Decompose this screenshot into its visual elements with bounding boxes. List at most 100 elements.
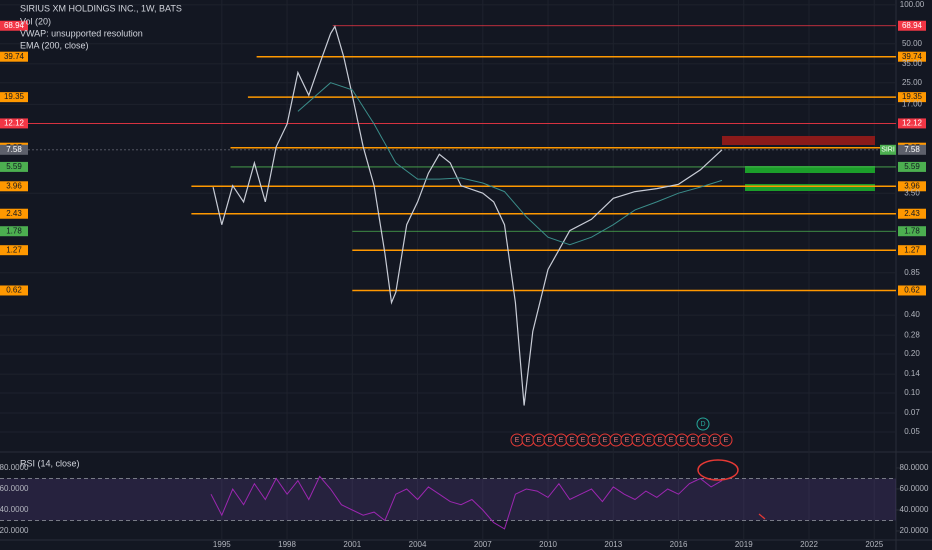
level-label-bg <box>898 285 926 296</box>
earnings-label: E <box>669 437 674 444</box>
y-tick-label: 0.28 <box>904 330 920 339</box>
y-tick-label: 3.50 <box>904 188 920 197</box>
x-tick-label: 2025 <box>865 540 883 549</box>
y-tick-label: 0.40 <box>904 310 920 319</box>
earnings-label: E <box>724 437 729 444</box>
level-label-bg <box>0 208 28 219</box>
y-tick-label: 0.20 <box>904 349 920 358</box>
y-tick-label: 17.00 <box>902 100 923 109</box>
earnings-label: E <box>559 437 564 444</box>
level-label: 19.35 <box>4 92 25 101</box>
rsi-band <box>0 478 896 521</box>
buy-zone <box>745 166 875 173</box>
level-label-bg <box>898 51 926 62</box>
earnings-label: E <box>537 437 542 444</box>
earnings-label: E <box>713 437 718 444</box>
level-label: 5.59 <box>6 162 22 171</box>
level-label-bg <box>0 20 28 31</box>
level-label-bg <box>898 118 926 129</box>
level-label-bg <box>898 20 926 31</box>
level-label: 68.94 <box>902 21 923 30</box>
earnings-label: E <box>614 437 619 444</box>
dividend-label: D <box>700 421 705 428</box>
earnings-label: E <box>647 437 652 444</box>
level-label-bg <box>0 144 28 155</box>
price-line <box>297 82 723 246</box>
level-label: 12.12 <box>902 119 923 128</box>
earnings-label: E <box>526 437 531 444</box>
legend-item: Vol (20) <box>20 16 51 26</box>
x-tick-label: 1998 <box>278 540 296 549</box>
level-label: 5.59 <box>904 162 920 171</box>
earnings-label: E <box>581 437 586 444</box>
level-label: 2.43 <box>6 209 22 218</box>
level-label-bg <box>0 161 28 172</box>
earnings-label: E <box>658 437 663 444</box>
y-tick-label: 0.07 <box>904 408 920 417</box>
rsi-line <box>210 475 723 530</box>
level-label-bg <box>0 181 28 192</box>
level-label-bg <box>0 226 28 237</box>
symbol-tag-bg <box>880 144 896 155</box>
level-label: 3.96 <box>904 181 920 190</box>
level-label-bg <box>898 208 926 219</box>
rsi-pane: 80.0000 80.0000 60.0000 60.0000 40.0000 40.00… <box>0 463 929 535</box>
rsi-tick-label: 80.0000 <box>900 463 929 472</box>
annotation-arrow <box>758 513 766 520</box>
earnings-label: E <box>570 437 575 444</box>
rsi-title: RSI (14, close) <box>20 458 80 468</box>
level-label-bg <box>898 181 926 192</box>
grid <box>0 0 896 540</box>
level-label: 0.62 <box>6 286 22 295</box>
level-label-bg <box>0 118 28 129</box>
level-label: 1.78 <box>6 226 22 235</box>
level-label-bg <box>898 161 926 172</box>
dividend-marker <box>696 417 710 431</box>
rsi-tick-label: 40.0000 <box>900 505 929 514</box>
level-label: 7.58 <box>904 145 920 154</box>
y-tick-label: 0.14 <box>904 369 920 378</box>
rsi-tick-label-left: 60.0000 <box>0 484 29 493</box>
earnings-label: E <box>603 437 608 444</box>
target-zone <box>722 136 875 145</box>
earnings-label: E <box>515 437 520 444</box>
level-label: 12.12 <box>4 119 25 128</box>
x-tick-label: 2022 <box>800 540 818 549</box>
earnings-label: E <box>680 437 685 444</box>
x-tick-label: 2004 <box>409 540 427 549</box>
legend-item: VWAP: unsupported resolution <box>20 28 143 38</box>
level-label-bg <box>898 245 926 256</box>
level-label: 39.74 <box>4 52 25 61</box>
level-label: 7.58 <box>6 145 22 154</box>
rsi-tick-label-left: 20.0000 <box>0 526 29 535</box>
earnings-label: E <box>691 437 696 444</box>
level-label-bg <box>898 92 926 103</box>
x-tick-label: 1995 <box>213 540 231 549</box>
x-tick-label: 2007 <box>474 540 492 549</box>
level-label-bg <box>0 245 28 256</box>
rsi-tick-label-left: 40.0000 <box>0 505 29 514</box>
level-label-bg <box>0 92 28 103</box>
y-tick-label: 100.00 <box>900 0 925 9</box>
y-tick-label: 0.05 <box>904 427 920 436</box>
x-tick-label: 2016 <box>670 540 688 549</box>
level-label: 3.96 <box>6 181 22 190</box>
level-label-bg <box>898 226 926 237</box>
price-line <box>212 25 723 406</box>
earnings-label: E <box>548 437 553 444</box>
annotation-circle <box>697 459 739 481</box>
rsi-tick-label-left: 80.0000 <box>0 463 29 472</box>
earnings-label: E <box>636 437 641 444</box>
x-tick-label: 2001 <box>343 540 361 549</box>
level-label: 1.27 <box>904 245 920 254</box>
rsi-tick-label: 60.0000 <box>900 484 929 493</box>
earnings-label: E <box>625 437 630 444</box>
level-label: 19.35 <box>902 92 923 101</box>
x-tick-label: 2019 <box>735 540 753 549</box>
y-tick-label: 0.85 <box>904 268 920 277</box>
levels: 68.94 68.94 39.74 39.74 19.35 19.35 12.12 12.12… <box>0 20 926 296</box>
y-tick-label: 50.00 <box>902 39 923 48</box>
earnings-marker <box>719 433 733 447</box>
